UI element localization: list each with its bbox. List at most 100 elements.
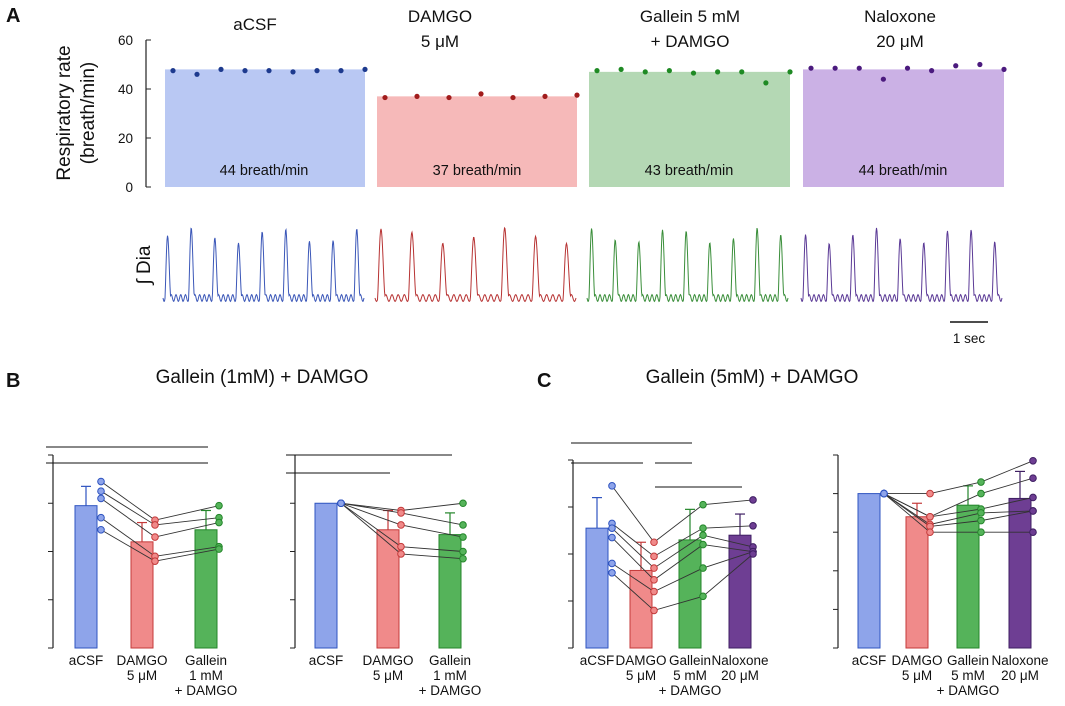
category-label: DAMGO 5 μM	[362, 653, 413, 683]
subject-point	[151, 557, 159, 565]
subject-point	[650, 538, 658, 547]
subject-point	[977, 516, 985, 525]
condition-title-acsf: aCSF	[233, 15, 276, 34]
breath-point	[594, 68, 600, 74]
subject-point	[699, 564, 707, 572]
category-label: DAMGO 5 μM	[116, 653, 167, 683]
subject-point	[151, 521, 159, 529]
bar	[376, 529, 400, 649]
category-label: DAMGO 5 μM	[615, 653, 666, 683]
panel-a-ytick-label: 60	[118, 33, 133, 48]
subject-point	[650, 606, 658, 615]
breath-point	[510, 94, 516, 101]
breath-point	[194, 71, 200, 77]
band-label-damgo: 37 breath/min	[433, 163, 522, 179]
breath-point	[666, 68, 672, 74]
category-label: DAMGO 5 μM	[891, 653, 942, 683]
condition-title-gallein-damgo: + DAMGO	[651, 32, 730, 51]
panel-a: A Respiratory rate (breath/min) 0 20 40 …	[6, 5, 1007, 346]
breath-point	[574, 92, 580, 98]
subject-line	[611, 527, 754, 569]
bar	[585, 527, 609, 649]
dia-trace	[162, 227, 365, 303]
subject-point	[926, 489, 934, 498]
subject-point	[608, 482, 616, 490]
condition-title-gallein: Gallein 5 mM	[640, 7, 740, 26]
breath-point	[290, 69, 296, 75]
breath-point	[880, 76, 886, 82]
subject-point	[650, 576, 658, 584]
subject-line	[611, 537, 754, 581]
category-label-line: 20 μM	[721, 668, 759, 683]
panel-a-ytick-label: 40	[118, 82, 133, 97]
dia-trace	[374, 226, 577, 303]
bar	[629, 569, 653, 649]
panel-a-ylabel-line1: Respiratory rate	[54, 45, 75, 180]
breath-point	[642, 69, 648, 75]
breath-point	[856, 65, 862, 71]
subject-point	[926, 528, 934, 537]
trace-label: ∫ Dia	[134, 245, 155, 285]
subject-point	[97, 513, 105, 522]
subject-point	[926, 512, 934, 521]
dia-trace	[800, 227, 1003, 303]
panel-b: B Gallein (1mM) + DAMGO	[6, 367, 368, 392]
category-label-line: + DAMGO	[419, 683, 482, 698]
subject-line	[611, 523, 754, 557]
subject-point	[459, 499, 467, 508]
subject-point	[337, 499, 345, 508]
breath-points	[170, 61, 1007, 101]
subject-point	[699, 531, 707, 540]
category-label-line: 5 μM	[373, 668, 403, 683]
subject-line	[100, 490, 220, 526]
subject-line	[611, 553, 754, 611]
category-label-line: DAMGO	[362, 653, 413, 668]
subject-point	[397, 542, 405, 551]
breath-point	[690, 70, 697, 76]
category-label-line: 5 μM	[902, 668, 932, 683]
subject-point	[97, 487, 105, 495]
category-label-line: + DAMGO	[659, 683, 722, 698]
breath-point	[170, 68, 176, 74]
category-label: Gallein 1 mM + DAMGO	[175, 653, 238, 698]
subject-point	[650, 564, 658, 572]
subject-point	[977, 489, 985, 498]
category-label-line: Gallein	[947, 653, 989, 668]
subject-point	[215, 518, 223, 527]
subject-point	[977, 509, 985, 517]
category-label-line: DAMGO	[615, 653, 666, 668]
breath-point	[478, 91, 484, 97]
subject-point	[650, 552, 658, 561]
bar	[74, 505, 98, 649]
panel-a-ytick-label: 20	[118, 131, 133, 146]
breath-point	[832, 65, 838, 71]
category-label-line: aCSF	[309, 653, 344, 668]
condition-title-damgo: DAMGO	[408, 7, 472, 26]
subject-line	[883, 493, 1034, 527]
breath-point	[218, 66, 224, 72]
bar	[438, 534, 462, 649]
subject-line	[611, 485, 754, 543]
bar	[905, 516, 929, 649]
category-label: Gallein 1 mM + DAMGO	[419, 653, 482, 698]
category-label: Naloxone 20 μM	[711, 653, 768, 683]
band-label-naloxone: 44 breath/min	[859, 163, 948, 179]
subject-point	[749, 550, 757, 558]
panel-c-title: Gallein (5mM) + DAMGO	[646, 367, 859, 388]
subject-point	[397, 550, 405, 558]
category-label-line: 5 μM	[127, 668, 157, 683]
category-label-line: aCSF	[580, 653, 615, 668]
category-label-line: DAMGO	[891, 653, 942, 668]
category-label-line: Gallein	[669, 653, 711, 668]
breath-point	[763, 80, 769, 86]
category-label: Naloxone 20 μM	[991, 653, 1048, 683]
category-label-line: + DAMGO	[175, 683, 238, 698]
breath-point	[314, 68, 320, 74]
category-label-line: Gallein	[185, 653, 227, 668]
breath-point	[446, 94, 452, 101]
subject-point	[97, 525, 105, 534]
subject-point	[608, 524, 616, 532]
category-label-line: aCSF	[852, 653, 887, 668]
category-label-line: DAMGO	[116, 653, 167, 668]
